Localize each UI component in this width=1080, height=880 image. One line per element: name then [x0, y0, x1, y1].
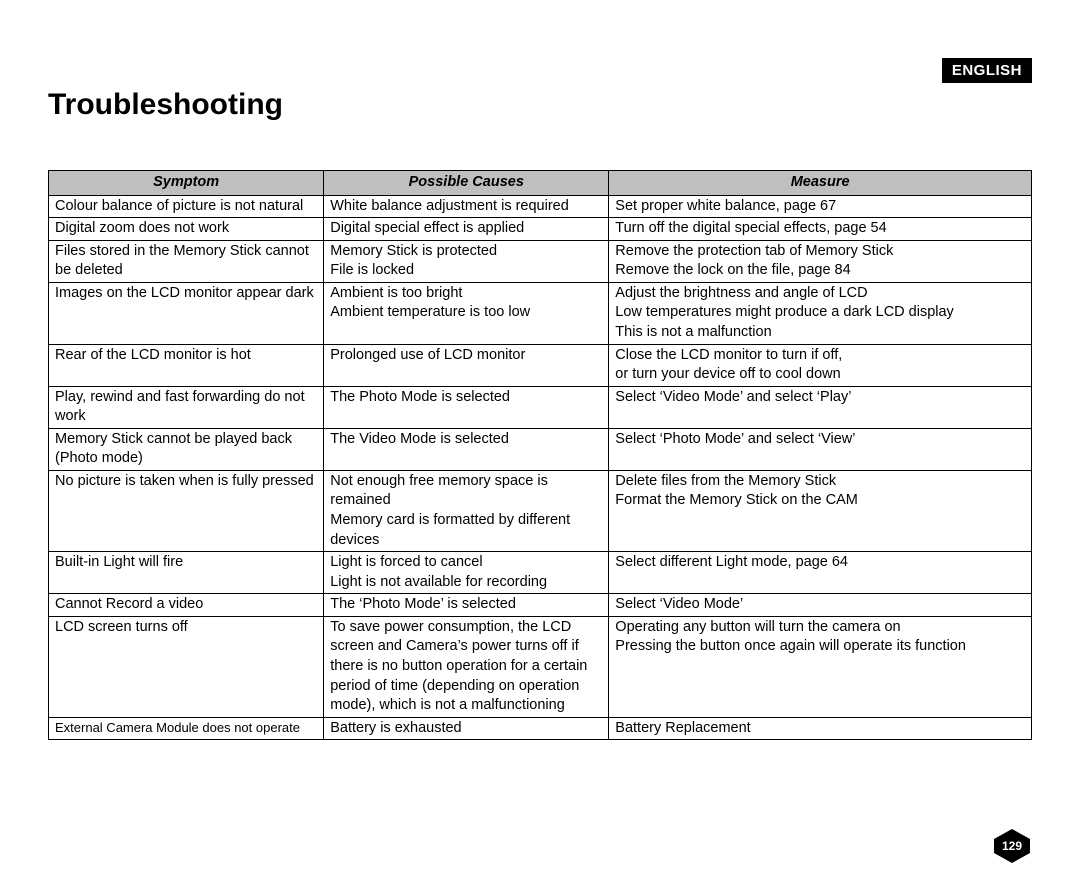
page-number-text: 129: [992, 827, 1032, 865]
table-row: Built-in Light will fireLight is forced …: [49, 552, 1032, 594]
cell-symptom: External Camera Module does not operate: [49, 717, 324, 740]
cell-cause: Light is forced to cancelLight is not av…: [324, 552, 609, 594]
cell-cause: Prolonged use of LCD monitor: [324, 344, 609, 386]
table-row: Images on the LCD monitor appear darkAmb…: [49, 282, 1032, 344]
header-measure: Measure: [609, 171, 1032, 196]
table-row: Files stored in the Memory Stick cannot …: [49, 240, 1032, 282]
cell-symptom: Play, rewind and fast forwarding do not …: [49, 386, 324, 428]
table-row: Colour balance of picture is not natural…: [49, 195, 1032, 218]
cell-measure: Select ‘Photo Mode’ and select ‘View’: [609, 428, 1032, 470]
cell-cause: White balance adjustment is required: [324, 195, 609, 218]
page: ENGLISH Troubleshooting Symptom Possible…: [0, 0, 1080, 880]
cell-cause: To save power consumption, the LCD scree…: [324, 616, 609, 717]
troubleshooting-table: Symptom Possible Causes Measure Colour b…: [48, 170, 1032, 740]
cell-symptom: Rear of the LCD monitor is hot: [49, 344, 324, 386]
header-cause: Possible Causes: [324, 171, 609, 196]
cell-cause: Memory Stick is protectedFile is locked: [324, 240, 609, 282]
page-number-badge: 129: [992, 827, 1032, 865]
cell-cause: Ambient is too brightAmbient temperature…: [324, 282, 609, 344]
cell-measure: Remove the protection tab of Memory Stic…: [609, 240, 1032, 282]
cell-cause: Digital special effect is applied: [324, 218, 609, 241]
cell-symptom: Digital zoom does not work: [49, 218, 324, 241]
cell-measure: Set proper white balance, page 67: [609, 195, 1032, 218]
table-row: Memory Stick cannot be played back (Phot…: [49, 428, 1032, 470]
cell-cause: Not enough free memory space is remained…: [324, 470, 609, 551]
cell-cause: The ‘Photo Mode’ is selected: [324, 594, 609, 617]
cell-symptom: Memory Stick cannot be played back (Phot…: [49, 428, 324, 470]
cell-measure: Battery Replacement: [609, 717, 1032, 740]
cell-symptom: Images on the LCD monitor appear dark: [49, 282, 324, 344]
table-row: Play, rewind and fast forwarding do not …: [49, 386, 1032, 428]
cell-measure: Close the LCD monitor to turn if off,or …: [609, 344, 1032, 386]
page-title: Troubleshooting: [48, 88, 1032, 122]
cell-symptom: Built-in Light will fire: [49, 552, 324, 594]
language-badge: ENGLISH: [942, 58, 1032, 83]
cell-cause: Battery is exhausted: [324, 717, 609, 740]
cell-symptom: LCD screen turns off: [49, 616, 324, 717]
table-row: Rear of the LCD monitor is hotProlonged …: [49, 344, 1032, 386]
cell-cause: The Photo Mode is selected: [324, 386, 609, 428]
table-body: Colour balance of picture is not natural…: [49, 195, 1032, 740]
cell-measure: Delete files from the Memory StickFormat…: [609, 470, 1032, 551]
table-header-row: Symptom Possible Causes Measure: [49, 171, 1032, 196]
header-symptom: Symptom: [49, 171, 324, 196]
table-row: External Camera Module does not operateB…: [49, 717, 1032, 740]
cell-measure: Operating any button will turn the camer…: [609, 616, 1032, 717]
table-row: LCD screen turns offTo save power consum…: [49, 616, 1032, 717]
cell-symptom: No picture is taken when is fully presse…: [49, 470, 324, 551]
table-row: Cannot Record a videoThe ‘Photo Mode’ is…: [49, 594, 1032, 617]
cell-cause: The Video Mode is selected: [324, 428, 609, 470]
cell-measure: Select ‘Video Mode’ and select ‘Play’: [609, 386, 1032, 428]
cell-symptom: Files stored in the Memory Stick cannot …: [49, 240, 324, 282]
cell-measure: Select ‘Video Mode’: [609, 594, 1032, 617]
cell-measure: Adjust the brightness and angle of LCDLo…: [609, 282, 1032, 344]
table-row: No picture is taken when is fully presse…: [49, 470, 1032, 551]
cell-measure: Select different Light mode, page 64: [609, 552, 1032, 594]
cell-measure: Turn off the digital special effects, pa…: [609, 218, 1032, 241]
cell-symptom: Colour balance of picture is not natural: [49, 195, 324, 218]
table-row: Digital zoom does not workDigital specia…: [49, 218, 1032, 241]
cell-symptom: Cannot Record a video: [49, 594, 324, 617]
